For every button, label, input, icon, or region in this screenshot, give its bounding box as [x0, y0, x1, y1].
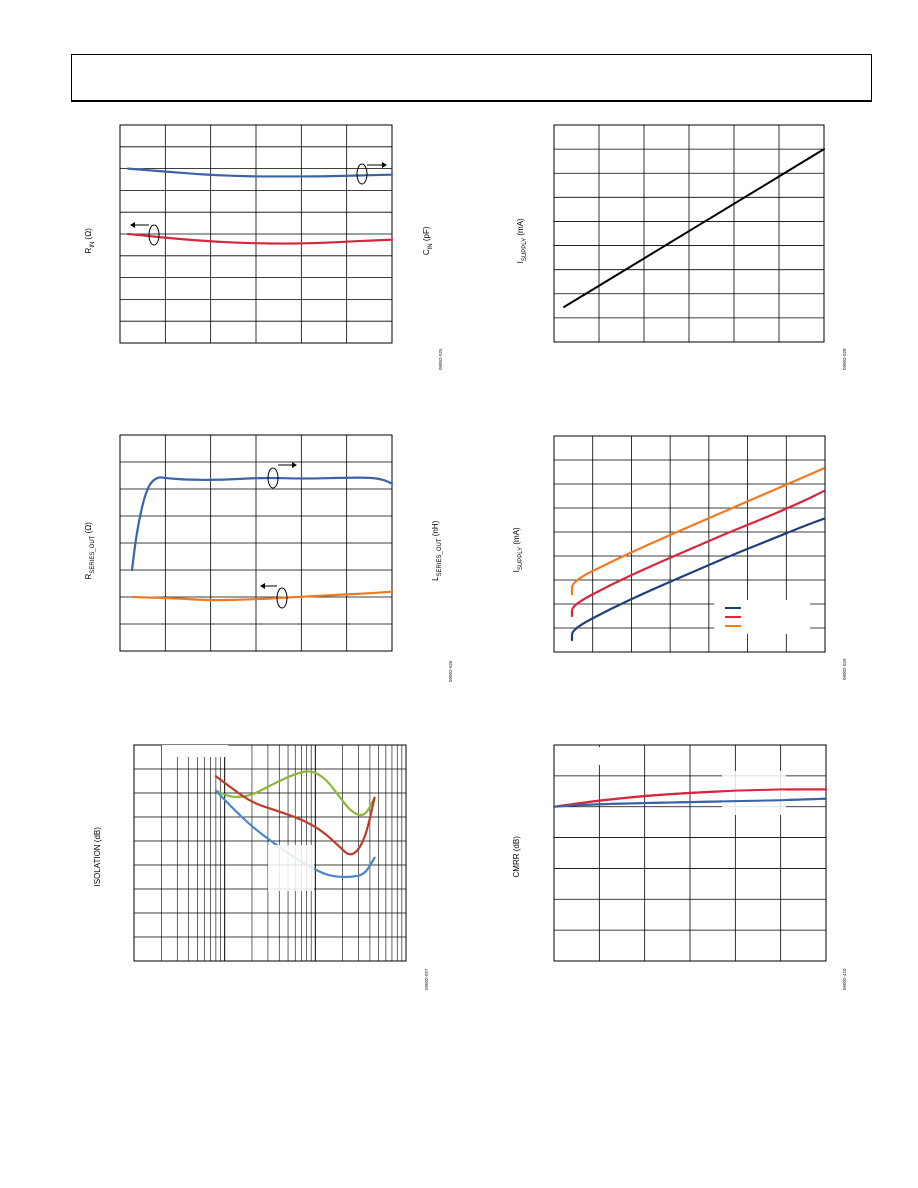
- series-line: [126, 167, 394, 178]
- plot-frame: [553, 124, 825, 343]
- y-axis-label-right: LSERIES_OUT (nH): [431, 520, 443, 581]
- chart-rin-cin: [119, 124, 394, 344]
- y-axis-label-left: CMRR (dB): [512, 836, 522, 878]
- blank-region: [268, 845, 314, 891]
- chart-isupply-2: [553, 435, 826, 653]
- chart-isolation: [133, 744, 407, 962]
- y-axis-label-left: ISOLATION (dB): [93, 827, 103, 887]
- blank-region: [162, 745, 228, 757]
- series-line: [570, 467, 825, 596]
- chart-rseries-lseries: [119, 434, 394, 652]
- axis-indicator-arrowhead: [292, 462, 297, 468]
- plot-area: [119, 124, 394, 344]
- series-line: [553, 788, 826, 808]
- chart-isupply-1: [553, 124, 825, 343]
- figure-id: 09002-027: [424, 968, 429, 990]
- axis-indicator-arrowhead: [130, 222, 135, 228]
- plot-frame: [119, 434, 393, 652]
- axis-indicator-ellipse: [356, 163, 368, 185]
- axis-indicator-ellipse: [267, 467, 279, 489]
- series-line: [570, 490, 825, 618]
- y-axis-label-left: ISUPPLY (mA): [512, 527, 524, 573]
- series-line: [130, 476, 394, 572]
- axis-indicator-ellipse: [148, 224, 160, 246]
- plot-frame: [553, 744, 827, 962]
- blank-region: [722, 771, 786, 815]
- figure-id: 09002-026: [448, 660, 453, 682]
- figure-id: 09002-028: [842, 348, 847, 370]
- figure-id: 09002-410: [842, 968, 847, 990]
- plot-frame: [133, 744, 407, 962]
- plot-area: [119, 434, 394, 652]
- y-axis-label-right: CIN (pF): [422, 226, 434, 256]
- plot-frame: [553, 435, 826, 653]
- axis-indicator-arrowhead: [260, 583, 265, 589]
- series-line: [214, 770, 376, 817]
- series-line: [553, 797, 827, 808]
- figure-id: 09002-029: [842, 658, 847, 680]
- series-line: [570, 517, 825, 642]
- series-line: [126, 232, 394, 245]
- axis-indicator-arrowhead: [382, 162, 387, 168]
- plot-frame: [119, 124, 393, 344]
- series-line: [563, 148, 825, 309]
- series-line: [214, 775, 376, 856]
- plot-area: [552, 744, 828, 962]
- page-header-box: [71, 54, 872, 102]
- plot-area: [133, 744, 407, 962]
- y-axis-label-left: ISUPPLY (mA): [516, 218, 528, 264]
- series-line: [130, 590, 394, 602]
- plot-area: [553, 124, 825, 343]
- axis-indicator-ellipse: [276, 587, 288, 609]
- plot-area: [553, 435, 826, 653]
- figure-id: 09002-025: [438, 348, 443, 370]
- blank-region: [558, 747, 644, 765]
- y-axis-label-left: RSERIES_OUT (Ω): [84, 522, 96, 580]
- chart-cmrr: [552, 744, 828, 962]
- y-axis-label-left: RIN (Ω): [84, 228, 96, 254]
